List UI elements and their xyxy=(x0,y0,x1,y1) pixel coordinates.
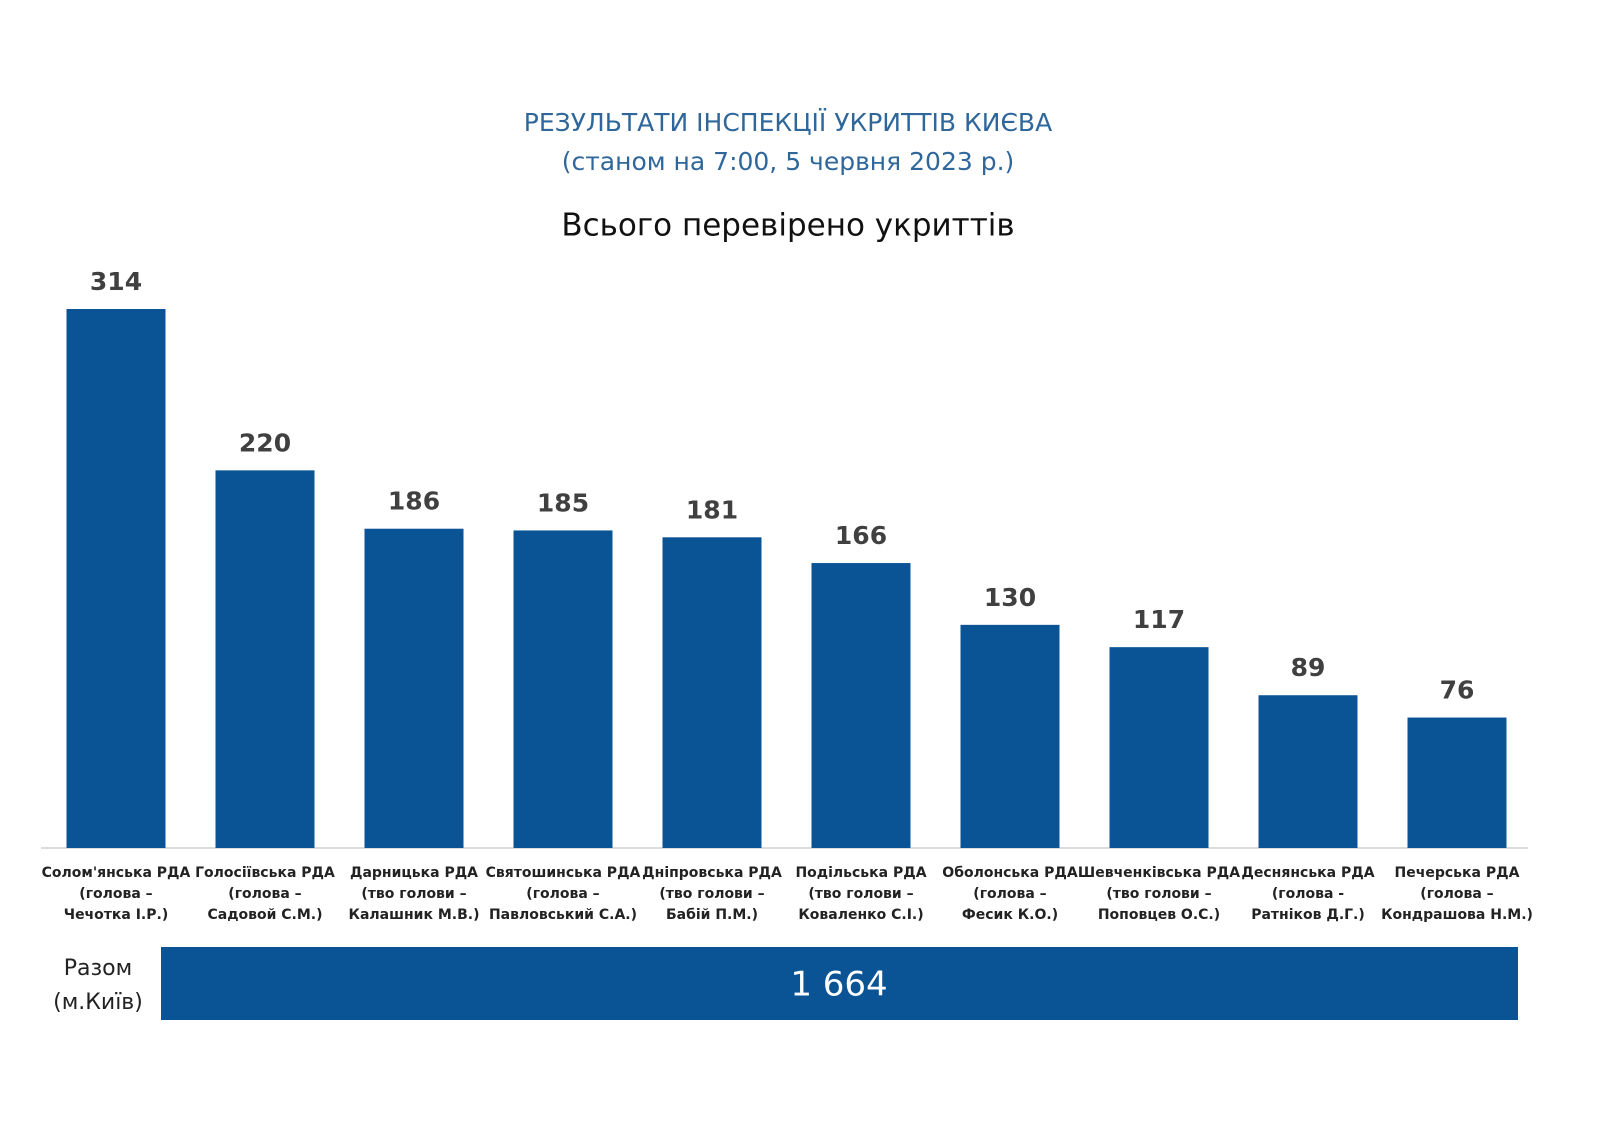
x-tick-label: Подільська РДА xyxy=(795,865,926,881)
x-tick-label: Дніпровська РДА xyxy=(642,865,782,881)
x-tick-label: Коваленко С.І.) xyxy=(798,907,923,923)
value-label: 117 xyxy=(1133,605,1185,634)
x-tick-label: Печерська РДА xyxy=(1395,865,1520,881)
x-tick-label: Поповцев О.С.) xyxy=(1098,907,1220,923)
chart-title: РЕЗУЛЬТАТИ ІНСПЕКЦІЇ УКРИТТІВ КИЄВА xyxy=(524,108,1052,137)
value-label: 185 xyxy=(537,488,589,517)
x-tick-label: Ратніков Д.Г.) xyxy=(1251,907,1365,923)
x-tick-label: Деснянська РДА xyxy=(1241,865,1374,881)
x-tick-label: Кондрашова Н.М.) xyxy=(1381,907,1533,923)
total-bar xyxy=(161,947,1518,1020)
x-tick-label: Бабій П.М.) xyxy=(666,907,758,923)
value-label: 186 xyxy=(388,487,440,516)
x-tick-label: (голова – xyxy=(79,886,152,902)
x-tick-label: Чечотка І.Р.) xyxy=(64,907,168,923)
total-value: 1 664 xyxy=(790,965,887,1005)
bar xyxy=(1109,647,1209,848)
value-label: 314 xyxy=(90,267,142,296)
value-label: 89 xyxy=(1291,653,1326,682)
x-tick-label: (голова – xyxy=(1420,886,1493,902)
x-tick-label: Солом'янська РДА xyxy=(42,865,191,881)
x-tick-label: (тво голови – xyxy=(361,886,466,902)
x-tick-label: Калашник М.В.) xyxy=(349,907,480,923)
x-tick-label: Святошинська РДА xyxy=(486,865,641,881)
bar xyxy=(960,624,1060,848)
bar xyxy=(66,309,166,848)
x-tick-label: Голосіївська РДА xyxy=(195,865,335,881)
bar xyxy=(811,563,911,848)
bar xyxy=(1258,695,1358,848)
bar xyxy=(215,470,315,848)
x-tick-label: (голова - xyxy=(1272,886,1344,902)
bar xyxy=(1407,717,1507,848)
bar xyxy=(662,537,762,848)
chart-heading: Всього перевірено укриттів xyxy=(561,208,1014,244)
bar xyxy=(364,528,464,848)
value-label: 130 xyxy=(984,583,1036,612)
value-label: 181 xyxy=(686,495,738,524)
value-label: 220 xyxy=(239,428,291,457)
x-tick-label: (тво голови – xyxy=(1106,886,1211,902)
x-tick-label: (тво голови – xyxy=(659,886,764,902)
x-tick-label: Оболонська РДА xyxy=(942,865,1078,881)
x-tick-label: Павловський С.А.) xyxy=(489,907,637,923)
value-label: 76 xyxy=(1440,676,1475,705)
x-tick-label: (голова – xyxy=(973,886,1046,902)
x-tick-label: Садовой С.М.) xyxy=(207,907,322,923)
bar xyxy=(513,530,613,848)
x-tick-label: (тво голови – xyxy=(808,886,913,902)
chart-subtitle: (станом на 7:00, 5 червня 2023 р.) xyxy=(562,147,1015,176)
value-label: 166 xyxy=(835,521,887,550)
total-label: Разом xyxy=(64,956,133,981)
x-tick-label: (голова – xyxy=(228,886,301,902)
x-tick-label: Фесик К.О.) xyxy=(962,907,1058,923)
total-label: (м.Київ) xyxy=(53,990,143,1015)
x-tick-label: (голова – xyxy=(526,886,599,902)
x-tick-label: Дарницька РДА xyxy=(350,865,478,881)
x-tick-label: Шевченківська РДА xyxy=(1078,865,1240,881)
